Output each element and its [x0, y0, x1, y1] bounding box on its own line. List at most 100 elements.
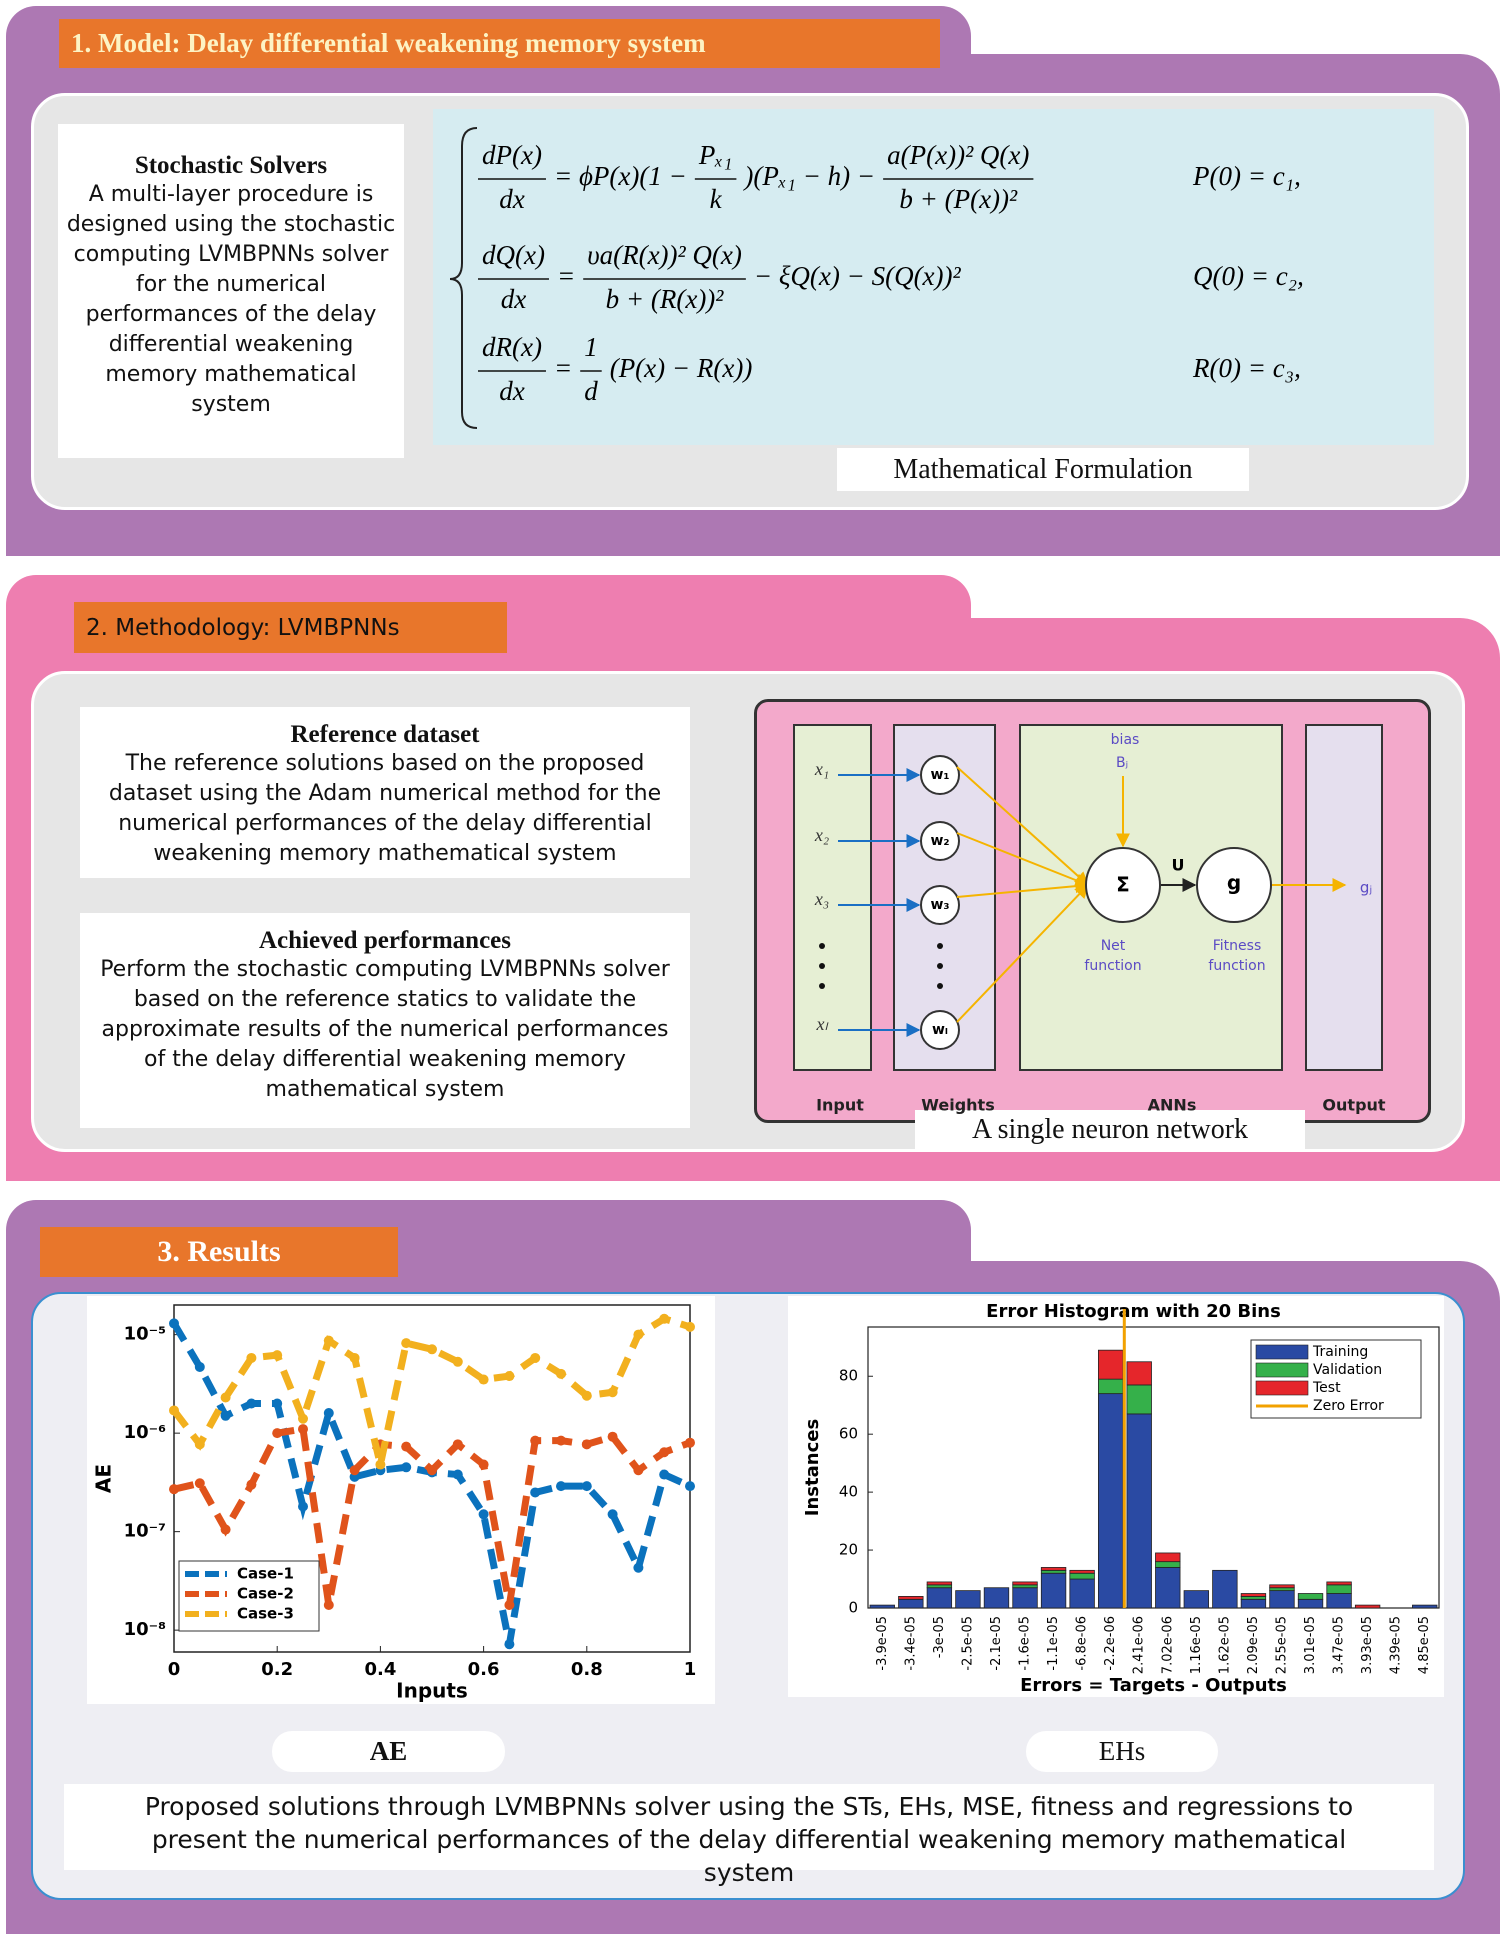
initial-condition: R(0) = c₃,: [1192, 353, 1301, 383]
fraction-numerator: a(P(x))² Q(x): [887, 140, 1029, 170]
caption: EHs: [1098, 1736, 1146, 1766]
series-point: [298, 1424, 308, 1435]
fraction-numerator: 1: [584, 332, 598, 362]
series-point: [375, 1459, 386, 1470]
input-label: xₗ: [816, 1014, 830, 1034]
bar-segment: [1326, 1584, 1352, 1594]
output-label: gⱼ: [1360, 879, 1372, 897]
box-heading: Stochastic Solvers: [134, 152, 328, 179]
fraction-denominator: dx: [499, 184, 525, 214]
input-label: x₁: [814, 759, 829, 779]
x-tick-label: 3.47e-05: [1332, 1616, 1347, 1674]
series-point: [349, 1465, 360, 1476]
x-tick-label: -3e-05: [932, 1616, 947, 1658]
bar-segment: [1040, 1569, 1067, 1574]
series-point: [323, 1335, 334, 1346]
bar-segment: [1040, 1572, 1067, 1609]
bias-label: bias: [1111, 732, 1140, 748]
legend-label: Validation: [1313, 1362, 1382, 1378]
series-point: [246, 1352, 257, 1363]
bar-segment: [1240, 1593, 1267, 1597]
bar-segment: [1126, 1361, 1152, 1386]
weight-node: [920, 755, 960, 795]
column-label: ANNs: [1148, 1096, 1197, 1115]
caption: A single neuron network: [971, 1114, 1249, 1145]
fraction-numerator: dQ(x): [482, 240, 545, 270]
x-axis-label: Errors = Targets - Outputs: [1020, 1675, 1287, 1696]
y-tick-label: 10⁻⁵: [124, 1324, 166, 1345]
series-point: [504, 1600, 515, 1611]
series-point: [633, 1329, 644, 1340]
series-point: [659, 1313, 670, 1324]
series-point: [685, 1481, 695, 1492]
column-label: Weights: [921, 1096, 994, 1115]
network-column: [793, 724, 872, 1071]
series-point: [530, 1352, 541, 1363]
series-point: [478, 1459, 489, 1470]
bar-segment: [898, 1596, 924, 1600]
ellipsis-dot: [819, 983, 825, 989]
equation-term: )(Pₓ₁ − h) −: [742, 161, 875, 191]
ellipsis-dot: [937, 983, 943, 989]
input-label: x₂: [814, 825, 829, 845]
bar-segment: [983, 1587, 1010, 1609]
column-label: Input: [816, 1096, 864, 1115]
bar-segment: [1097, 1378, 1124, 1395]
fitness-function-label: function: [1208, 958, 1265, 974]
series-point: [298, 1501, 308, 1512]
weight-label: w₃: [930, 897, 949, 913]
y-tick-label: 0: [848, 1599, 858, 1617]
fraction-denominator: dx: [501, 284, 527, 314]
series-point: [401, 1441, 412, 1452]
series-point: [220, 1524, 231, 1535]
section-title: 3. Results: [157, 1235, 281, 1268]
bar-segment: [1269, 1590, 1295, 1609]
x-tick-label: 3.01e-05: [1303, 1616, 1318, 1674]
ellipsis-dot: [819, 943, 825, 949]
series-point: [349, 1352, 360, 1363]
x-tick-label: -3.9e-05: [875, 1616, 890, 1671]
legend-swatch: [1255, 1344, 1309, 1360]
bar-segment: [1097, 1349, 1124, 1380]
series-point: [504, 1371, 515, 1382]
box-text: The reference solutions based on the pro…: [108, 751, 662, 866]
series-point: [323, 1600, 334, 1611]
y-tick-label: 10⁻⁷: [124, 1521, 166, 1542]
series-point: [272, 1350, 283, 1361]
series-point: [556, 1368, 566, 1379]
network-column: [1305, 724, 1383, 1071]
bar-segment: [1326, 1593, 1352, 1609]
bar-segment: [1012, 1581, 1038, 1586]
series-point: [452, 1356, 463, 1367]
x-tick-label: 0.2: [261, 1659, 293, 1680]
series-point: [169, 1405, 179, 1416]
caption-pill: EHs: [1026, 1731, 1218, 1772]
bar-segment: [869, 1604, 895, 1609]
x-tick-label: 0.6: [468, 1659, 500, 1680]
ellipsis-dot: [937, 943, 943, 949]
bar-segment: [1012, 1587, 1038, 1609]
x-tick-label: 4.85e-05: [1417, 1616, 1432, 1674]
x-tick-label: -6.8e-06: [1075, 1616, 1090, 1671]
series-point: [530, 1487, 541, 1498]
ellipsis-dot: [819, 963, 825, 969]
bar-segment: [926, 1584, 953, 1589]
caption-box: Mathematical Formulation: [837, 448, 1249, 491]
x-tick-label: 1.62e-05: [1217, 1616, 1232, 1674]
equation-term: − ξQ(x) − S(Q(x))²: [754, 261, 962, 291]
summary-box: Proposed solutions through LVMBPNNs solv…: [64, 1784, 1434, 1887]
y-axis-label: Instances: [802, 1419, 823, 1516]
legend-label: Test: [1312, 1380, 1341, 1396]
bar-segment: [1069, 1572, 1095, 1580]
series-point: [246, 1398, 257, 1409]
y-tick-label: 60: [839, 1425, 858, 1443]
caption: Mathematical Formulation: [893, 454, 1193, 485]
legend-label: Case-1: [237, 1565, 294, 1583]
x-tick-label: 3.93e-05: [1360, 1616, 1375, 1674]
initial-condition: P(0) = c₁,: [1192, 161, 1301, 191]
legend-label: Case-2: [237, 1585, 294, 1603]
fraction-numerator: dR(x): [482, 332, 542, 362]
bar-segment: [1012, 1584, 1038, 1589]
bar-segment: [1069, 1569, 1095, 1574]
